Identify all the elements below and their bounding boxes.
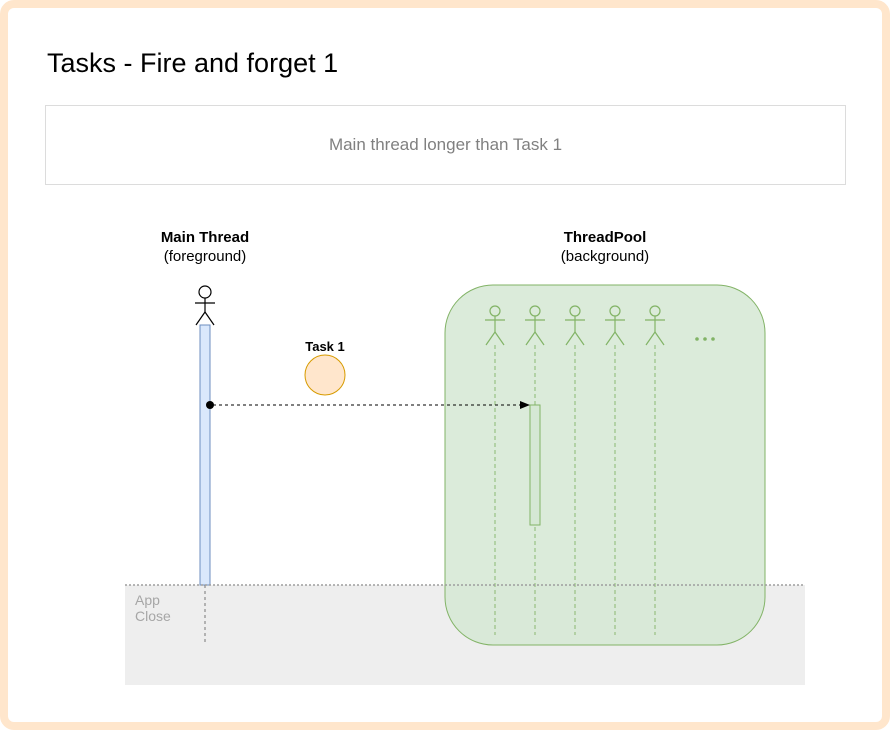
main-thread-kind: (foreground) bbox=[163, 248, 247, 265]
threadpool-workers bbox=[485, 305, 665, 635]
main-thread-activation-bar bbox=[199, 324, 211, 586]
worker-actor-icon bbox=[605, 305, 625, 346]
subtitle-text: Main thread longer than Task 1 bbox=[328, 135, 563, 154]
threadpool-container bbox=[444, 284, 766, 646]
page-title: Tasks - Fire and forget 1 bbox=[47, 48, 339, 78]
subtitle-box: Main thread longer than Task 1 bbox=[45, 105, 846, 185]
app-close-line2: Close bbox=[135, 608, 171, 624]
app-close-line1: App bbox=[135, 592, 160, 608]
task-1-label: Task 1 bbox=[305, 339, 345, 354]
task-activation-bar bbox=[529, 404, 541, 526]
threadpool-header: ThreadPool (background) bbox=[545, 228, 665, 266]
main-thread-header: Main Thread (foreground) bbox=[145, 228, 265, 266]
app-close-label: App Close bbox=[135, 592, 195, 624]
main-thread-name: Main Thread bbox=[160, 229, 250, 246]
threadpool-kind: (background) bbox=[560, 248, 650, 265]
worker-actor-icon bbox=[485, 305, 505, 346]
more-workers-ellipsis-icon bbox=[695, 337, 715, 341]
threadpool-name: ThreadPool bbox=[563, 229, 647, 246]
worker-actor-icon bbox=[565, 305, 585, 346]
worker-actor-icon bbox=[525, 305, 545, 346]
main-thread-actor-icon bbox=[195, 285, 215, 326]
task-1-circle bbox=[304, 354, 346, 396]
message-start-dot bbox=[206, 401, 214, 409]
worker-actor-icon bbox=[645, 305, 665, 346]
